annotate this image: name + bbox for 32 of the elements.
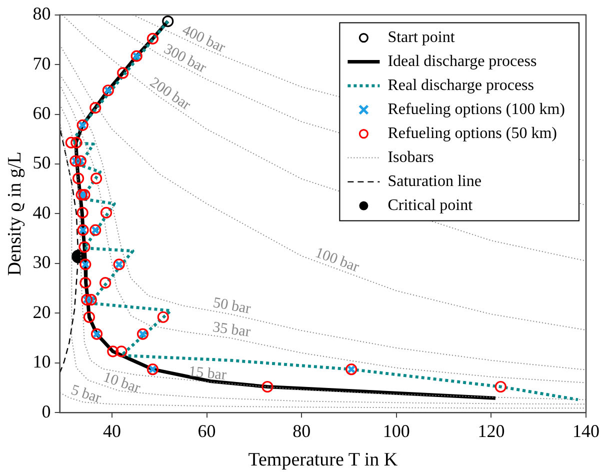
y-tick-label: 30 [32,252,51,272]
x-tick-label: 40 [102,421,121,442]
y-tick-label: 60 [32,102,51,123]
y-tick-label: 80 [32,4,51,24]
x-tick-label: 140 [572,421,600,442]
annotation: 10 bar [101,369,142,397]
x-tick-label: 80 [292,421,311,442]
y-tick-label: 70 [32,53,51,74]
legend-label: Saturation line [388,173,482,190]
legend-label: Isobars [388,149,434,166]
annotation: 35 bar [212,320,252,341]
annotation: 50 bar [212,295,252,318]
y-axis-title: Density ϱ in g/L [4,152,26,276]
legend-label: Refueling options (50 km) [388,125,557,142]
y-tick-label: 40 [32,202,51,222]
legend-label: Ideal discharge process [388,53,537,70]
x-tick-label: 60 [198,421,216,442]
y-tick-label: 10 [32,352,51,372]
legend-label: Critical point [388,197,474,214]
legend-label: Start point [388,29,456,46]
x-tick-label: 100 [382,421,410,442]
annotation: 15 bar [188,364,228,384]
legend-label: Refueling options (100 km) [388,101,565,118]
annotation: 5 bar [69,382,103,407]
x-tick-label: 120 [478,421,505,442]
y-tick-label: 50 [32,152,51,173]
annotation: 100 bar [312,244,362,276]
x-axis-title: Temperature T in K [248,450,398,471]
y-tick-label: 20 [32,302,51,322]
y-tick-label: 0 [42,401,51,422]
annotation: 200 bar [146,74,194,114]
legend-label: Real discharge process [388,77,534,94]
